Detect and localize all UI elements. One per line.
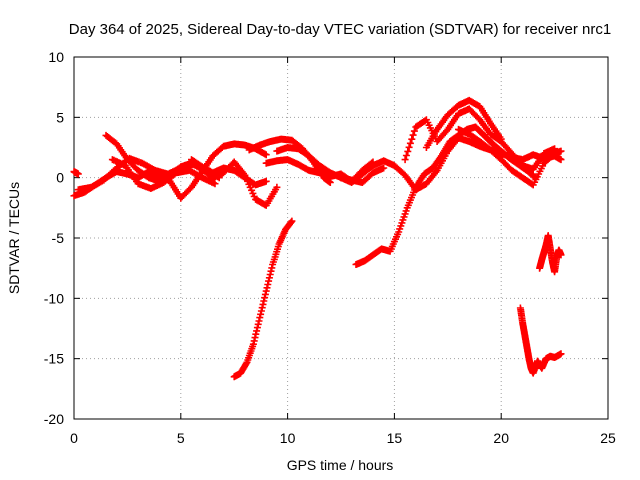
axis-ticks: 0 5 10 15 20 25 -20 -15 -10 -5 0 5 10 <box>44 49 616 446</box>
data-series <box>70 96 565 381</box>
data-series-prn-d <box>108 156 219 192</box>
y-axis-label: SDTVAR / TECUs <box>6 182 22 294</box>
data-points <box>188 156 270 189</box>
x-tick-label: 5 <box>177 430 185 446</box>
data-points <box>108 156 219 192</box>
data-points <box>536 232 565 276</box>
data-series-prn-e <box>188 156 270 189</box>
x-tick-label: 25 <box>600 430 616 446</box>
x-tick-label: 15 <box>387 430 403 446</box>
x-tick-label: 20 <box>493 430 509 446</box>
data-points <box>230 217 296 381</box>
data-series-prn-o <box>516 304 565 377</box>
y-tick-label: -15 <box>44 351 64 367</box>
data-points <box>516 304 565 377</box>
data-series-prn-i <box>230 217 296 381</box>
y-tick-label: -20 <box>44 411 64 427</box>
data-points <box>401 105 559 173</box>
x-tick-label: 0 <box>70 430 78 446</box>
data-series-prn-m <box>401 105 559 173</box>
y-tick-label: -10 <box>44 290 64 306</box>
y-tick-label: 0 <box>56 170 64 186</box>
y-tick-label: 5 <box>56 109 64 125</box>
data-series-prn-p <box>536 232 565 276</box>
data-points <box>352 123 539 268</box>
data-series-prn-k <box>352 123 539 268</box>
data-series-prn-q <box>70 168 82 178</box>
y-tick-label: 10 <box>48 49 64 65</box>
y-tick-label: -5 <box>52 230 65 246</box>
grid-lines <box>74 57 608 419</box>
x-axis-label: GPS time / hours <box>287 457 394 473</box>
x-tick-label: 10 <box>280 430 296 446</box>
data-series-prn-n <box>455 125 565 189</box>
data-points <box>455 125 565 189</box>
data-points <box>70 168 82 178</box>
chart-title: Day 364 of 2025, Sidereal Day-to-day VTE… <box>69 21 611 38</box>
